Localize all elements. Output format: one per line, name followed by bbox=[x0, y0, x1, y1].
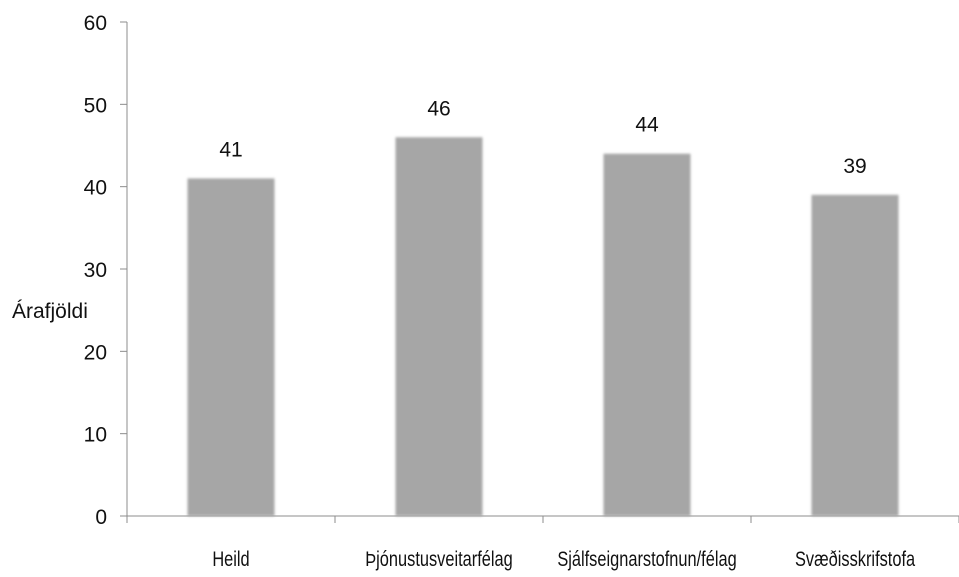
y-tick-label: 10 bbox=[84, 424, 107, 447]
data-labels: 41 46 44 39 bbox=[219, 97, 866, 178]
bar-value-label: 44 bbox=[635, 114, 659, 137]
bar bbox=[187, 178, 275, 516]
y-tick-label: 20 bbox=[84, 341, 107, 364]
y-tick-label: 40 bbox=[84, 177, 107, 200]
bar-value-label: 39 bbox=[843, 155, 866, 178]
bar bbox=[811, 194, 899, 516]
bar bbox=[395, 137, 483, 516]
x-tick-label: Heild bbox=[212, 547, 249, 570]
y-tick-label: 0 bbox=[95, 506, 107, 529]
bar bbox=[603, 153, 691, 516]
y-tick-label: 30 bbox=[84, 259, 107, 282]
bars bbox=[187, 137, 899, 516]
x-tick-label: Sjálfseignarstofnun/félag bbox=[557, 547, 736, 570]
bar-value-label: 41 bbox=[219, 138, 242, 161]
x-ticks: Heild Þjónustusveitarfélag Sjálfseignarsto… bbox=[126, 516, 959, 570]
y-tick-label: 60 bbox=[84, 12, 107, 35]
y-axis-title: Árafjöldi bbox=[12, 300, 88, 323]
bar-value-label: 46 bbox=[427, 97, 450, 120]
y-tick-label: 50 bbox=[84, 94, 107, 117]
x-tick-label: Svæðisskrifstofa bbox=[795, 547, 916, 570]
y-ticks: 0 10 20 30 40 50 60 bbox=[84, 12, 127, 529]
x-tick-label: Þjónustusveitarfélag bbox=[365, 547, 512, 570]
